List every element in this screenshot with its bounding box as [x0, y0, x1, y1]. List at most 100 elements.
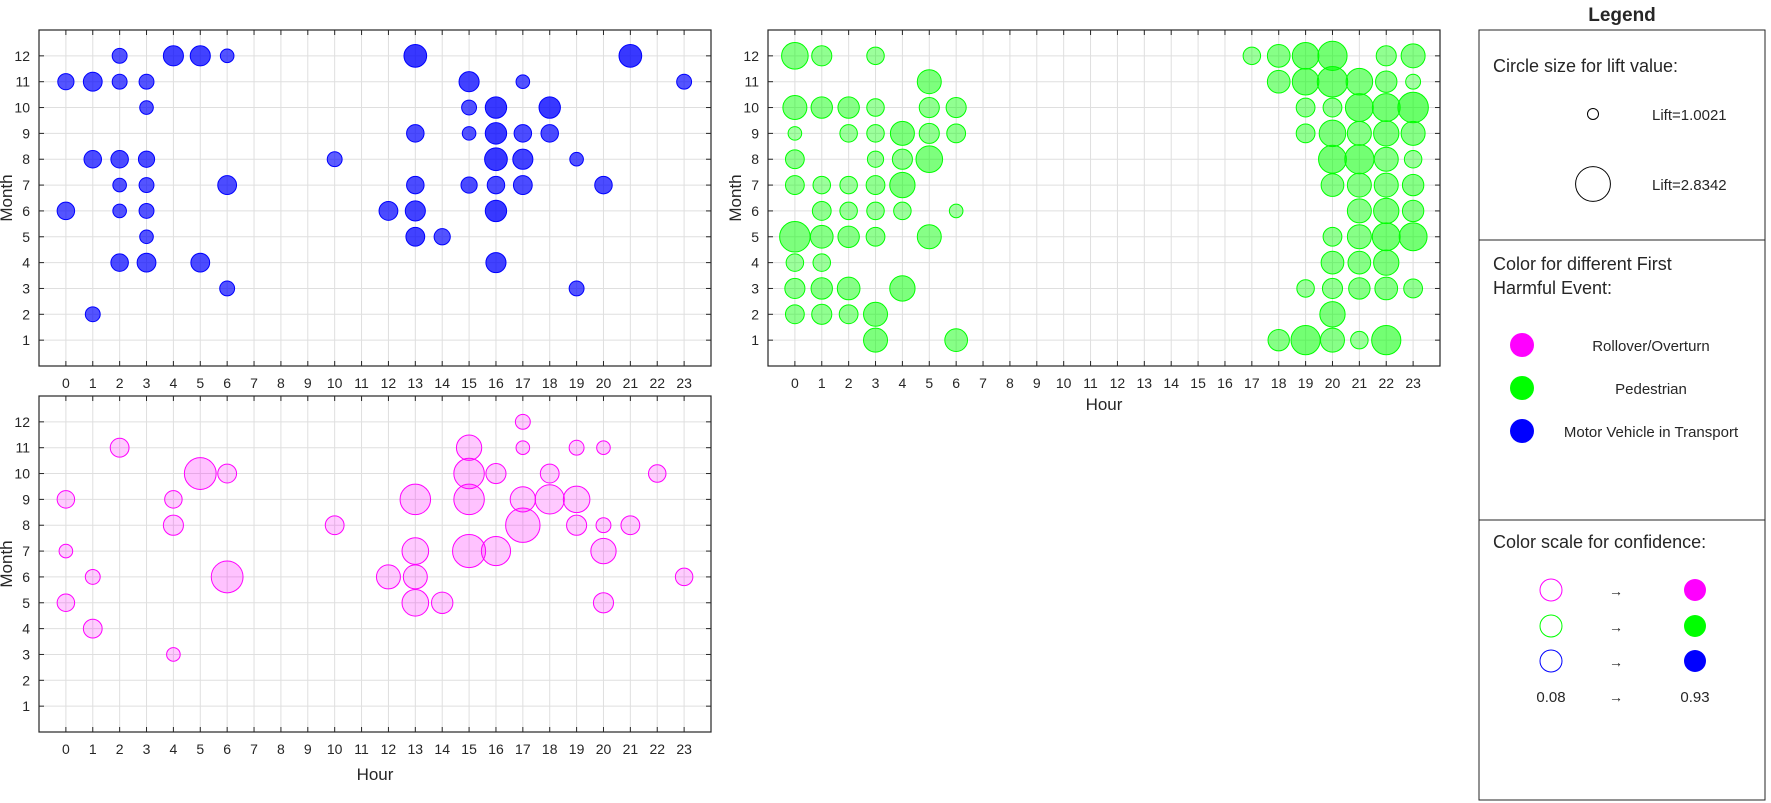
legend-color-title-line1: Color for different First — [1493, 254, 1672, 274]
data-point — [811, 201, 832, 221]
data-point — [1267, 328, 1290, 352]
x-tick-label: 15 — [461, 375, 477, 391]
legend-label-motor-vehicle: Motor Vehicle in Transport — [1564, 424, 1739, 441]
x-tick-label: 3 — [872, 375, 880, 391]
data-point — [484, 122, 508, 145]
x-tick-label: 16 — [1217, 375, 1233, 391]
x-tick-label: 17 — [515, 741, 531, 757]
x-tick-label: 5 — [196, 741, 204, 757]
legend-conf-max-label: 0.93 — [1680, 689, 1709, 706]
data-point — [865, 175, 886, 195]
data-point — [837, 225, 860, 248]
x-tick-label: 18 — [542, 741, 558, 757]
data-point — [1398, 222, 1428, 252]
data-point — [431, 591, 454, 614]
x-tick-label: 7 — [250, 375, 258, 391]
data-point — [1290, 325, 1321, 356]
data-point — [461, 126, 477, 141]
plot-frame — [38, 395, 712, 733]
y-tick-label: 10 — [14, 466, 30, 482]
data-point — [515, 440, 531, 455]
plot-rollover: 0 1 2 3 4 5 6 7 8 9 10 11 12 13 14 15 16 17 18 19 20 21 22 2312… — [0, 395, 712, 784]
data-point — [865, 226, 886, 247]
data-point — [164, 490, 183, 509]
data-point — [863, 301, 889, 327]
x-tick-label: 15 — [461, 741, 477, 757]
data-point — [1373, 172, 1399, 198]
data-point — [210, 560, 244, 594]
data-point — [58, 543, 74, 559]
data-point — [784, 304, 805, 325]
data-point — [1373, 120, 1400, 147]
data-point — [484, 199, 508, 223]
data-point — [595, 517, 612, 534]
data-point — [139, 100, 154, 115]
x-tick-label: 6 — [223, 741, 231, 757]
x-tick-label: 23 — [1405, 375, 1421, 391]
legend-conf-low-pedestrian — [1539, 614, 1563, 638]
data-point — [839, 124, 858, 143]
legend-conf-arrow-rollover: → — [1609, 583, 1623, 599]
x-tick-label: 10 — [1056, 375, 1072, 391]
y-tick-label: 8 — [751, 151, 759, 167]
data-point — [512, 175, 533, 195]
x-tick-label: 2 — [845, 375, 853, 391]
data-point — [590, 537, 617, 565]
data-point — [453, 457, 485, 490]
data-point — [839, 201, 858, 221]
x-tick-label: 5 — [196, 375, 204, 391]
data-point — [1295, 97, 1316, 118]
x-tick-label: 11 — [1083, 375, 1098, 391]
data-point — [455, 434, 483, 461]
data-point — [82, 71, 103, 92]
data-point — [326, 151, 343, 168]
y-tick-label: 8 — [22, 517, 30, 533]
legend-lift-large-circle — [1575, 166, 1611, 202]
data-point — [1375, 70, 1398, 93]
data-point — [162, 45, 184, 67]
data-point — [405, 226, 426, 247]
data-point — [787, 126, 803, 141]
x-tick-label: 6 — [952, 375, 960, 391]
x-tick-label: 1 — [818, 375, 826, 391]
legend-swatch-rollover — [1510, 333, 1534, 357]
data-point — [839, 175, 858, 195]
x-tick-label: 1 — [89, 375, 97, 391]
x-tick-label: 20 — [1325, 375, 1341, 391]
data-point — [219, 48, 235, 64]
data-point — [112, 177, 127, 193]
legend-color-title-line2: Harmful Event: — [1493, 278, 1612, 298]
x-tick-label: 4 — [170, 375, 178, 391]
legend-confidence-box — [1478, 519, 1766, 801]
y-tick-label: 2 — [22, 672, 30, 688]
data-point — [138, 202, 155, 219]
x-tick-label: 9 — [304, 741, 312, 757]
x-tick-label: 12 — [381, 741, 397, 757]
x-tick-label: 19 — [569, 741, 585, 757]
x-tick-label: 3 — [143, 375, 151, 391]
data-point — [1345, 67, 1374, 96]
data-point — [1344, 93, 1374, 122]
data-point — [1371, 222, 1401, 252]
data-point — [485, 462, 507, 485]
data-point — [505, 507, 541, 543]
plots: 0 1 2 3 4 5 6 7 8 9 10 11 12 13 14 15 16 17 18 19 20 21 22 2312… — [0, 29, 1441, 784]
data-point — [460, 176, 478, 194]
data-point — [514, 413, 531, 430]
x-tick-label: 10 — [327, 375, 343, 391]
x-tick-label: 12 — [381, 375, 397, 391]
x-tick-label: 8 — [1006, 375, 1014, 391]
y-tick-label: 5 — [751, 229, 759, 245]
y-tick-label: 4 — [22, 621, 30, 637]
legend-conf-min-label: 0.08 — [1536, 689, 1565, 706]
y-tick-label: 1 — [22, 698, 30, 714]
legend-conf-low-rollover — [1539, 578, 1563, 602]
data-point — [784, 149, 805, 170]
x-tick-label: 4 — [170, 741, 178, 757]
data-point — [1291, 42, 1320, 70]
y-tick-label: 11 — [15, 74, 30, 90]
data-point — [378, 201, 399, 221]
legend-conf-high-rollover — [1684, 579, 1706, 601]
y-tick-label: 7 — [22, 543, 30, 559]
